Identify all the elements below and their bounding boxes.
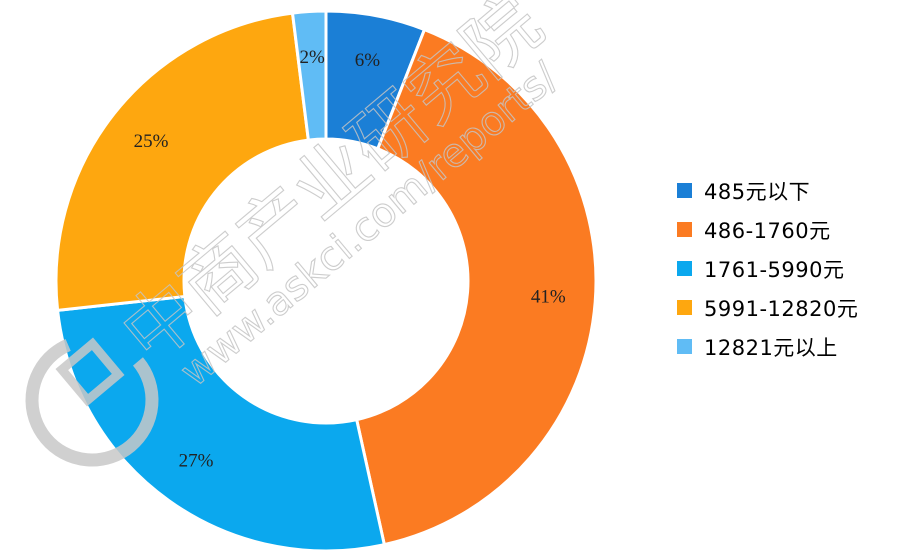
donut-slice [54,11,311,312]
slice-label: 27% [179,451,214,472]
donut-slice [354,27,598,547]
legend-swatch [677,300,692,315]
slice-label: 25% [134,131,169,152]
legend-swatch [677,222,692,237]
slice-label: 2% [299,47,325,68]
legend: 485元以下 486-1760元 1761-5990元 5991-12820元 … [677,171,858,366]
legend-item: 1761-5990元 [677,249,858,288]
donut-slice [290,9,328,142]
legend-label: 486-1760元 [704,218,831,243]
watermark-logo [25,333,159,467]
legend-label: 5991-12820元 [704,296,859,321]
legend-label: 12821元以上 [704,335,838,360]
legend-swatch [677,339,692,354]
labels-group: 6% 41% 27% 25% 2% [134,47,566,472]
slice-label: 41% [531,287,566,308]
legend-swatch [677,261,692,276]
legend-swatch [677,183,692,198]
legend-label: 1761-5990元 [704,257,845,282]
legend-item: 485元以下 [677,171,858,210]
legend-item: 486-1760元 [677,210,858,249]
slices-group [54,9,598,551]
legend-item: 5991-12820元 [677,288,858,327]
legend-item: 12821元以上 [677,327,858,366]
legend-label: 485元以下 [704,179,811,204]
slice-label: 6% [355,50,381,71]
